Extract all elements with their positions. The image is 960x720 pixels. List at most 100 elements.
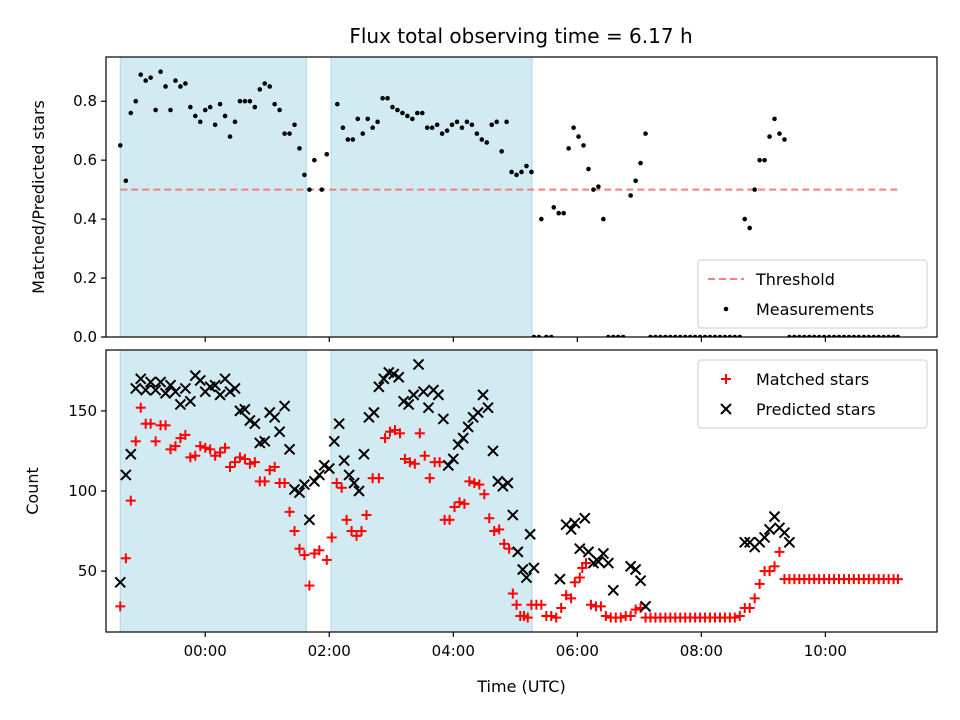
predicted-star-point [447,453,459,465]
measurement-point [212,122,218,128]
measurement-point [257,87,263,92]
predicted-star-point [313,469,326,481]
measurement-point [514,172,519,178]
predicted-star-point [629,563,642,576]
predicted-star-point [273,426,286,438]
predicted-star-point [353,485,365,497]
x-tick-label: 04:00 [432,642,475,660]
predicted-star-point [477,389,489,401]
matched-star-point [185,452,196,463]
predicted-star-point [639,600,652,613]
measurement-point [551,205,557,210]
matched-star-point [569,577,580,588]
measurement-point [499,149,504,154]
chart-title: Flux total observing time = 6.17 h [349,24,692,48]
matched-star-point [385,426,396,437]
predicted-star-point [487,445,499,457]
measurement-point [128,110,134,116]
legend-label: Measurements [756,300,874,319]
matched-star-point [215,447,226,458]
matched-star-point [284,506,295,517]
matched-star-point [551,612,562,623]
predicted-star-point [388,368,400,380]
measurement-point [424,125,430,131]
x-tick-label: 00:00 [184,642,227,660]
measurement-point [143,78,148,83]
measurement-point [596,184,601,189]
matched-star-point [130,436,141,447]
matched-star-point [244,458,255,469]
predicted-star-point [624,560,637,573]
measurement-point [345,137,351,142]
predicted-star-point [778,526,791,539]
measurement-point [767,134,772,139]
predicted-star-point [482,401,494,414]
measurement-point [178,84,183,89]
predicted-star-point [432,389,445,401]
x-tick-label: 08:00 [680,642,723,660]
legend-label: Predicted stars [756,400,876,419]
measurement-point [742,216,748,222]
shaded-span [119,349,307,633]
measurement-point [297,146,302,151]
matched-star-point [294,543,305,554]
predicted-star-point [412,358,425,371]
measurement-point [262,81,268,86]
matched-star-point [205,444,216,455]
measurement-point [217,101,223,107]
legend-label: Matched stars [756,370,869,389]
measurement-point [459,125,465,131]
predicted-star-point [442,459,455,472]
matched-star-point [125,495,136,506]
matched-star-point [574,572,585,583]
matched-star-point [195,441,206,452]
measurement-point [183,81,188,86]
predicted-star-point [524,528,536,540]
measurement-point [454,119,460,125]
predicted-star-point [125,448,137,460]
measurement-point [227,134,233,139]
predicted-star-point [159,387,172,399]
matched-star-point [304,580,315,591]
measurement-point [153,107,158,113]
matched-star-point [764,566,775,577]
predicted-star-point [582,546,595,558]
matched-star-point [600,610,611,621]
predicted-star-point [373,381,385,393]
measurement-point [444,128,450,133]
predicted-star-point [169,385,182,398]
predicted-star-point [768,510,781,523]
matched-star-point [479,489,490,500]
measurement-point [576,134,581,139]
measurement-point [395,107,400,113]
matched-star-point [464,476,475,487]
measurement-point [355,116,361,122]
measurement-point [312,157,317,163]
matched-star-point [135,402,146,413]
measurement-point [202,107,208,113]
matched-star-point [769,561,780,572]
measurement-point [335,101,340,107]
matched-star-point [484,513,495,524]
measurement-point [232,119,238,125]
measurement-point [319,187,325,192]
predicted-star-point [528,562,540,574]
predicted-star-point [739,536,751,548]
matched-star-point [499,538,510,549]
predicted-star-point [303,514,316,526]
predicted-star-point [592,555,605,568]
predicted-star-point [348,477,360,489]
matched-star-point [494,524,505,535]
measurement-point [782,137,787,142]
matched-star-point [404,457,415,468]
predicted-star-point [174,398,187,411]
measurement-point [638,160,643,166]
measurement-point [581,143,586,148]
predicted-star-point [574,542,586,555]
predicted-star-point [149,384,162,396]
predicted-star-point [758,531,771,544]
matched-star-point [459,498,470,509]
legend-box [697,259,928,329]
measurement-point [449,122,455,128]
